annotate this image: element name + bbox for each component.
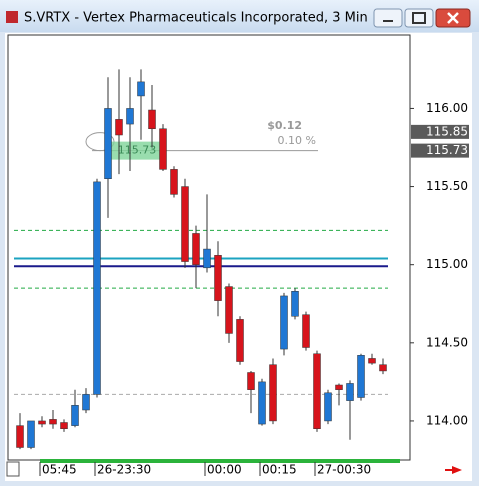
- time-bar: [40, 459, 400, 463]
- price-tag-label: 115.73: [426, 143, 468, 157]
- candle-body: [324, 392, 332, 422]
- x-tick-label: 00:15: [262, 463, 297, 477]
- x-tick-label: 26-23:30: [97, 463, 151, 477]
- candle-body: [104, 108, 112, 179]
- y-tick-label: 115.50: [426, 179, 468, 193]
- price-tag-label: 115.85: [426, 124, 468, 138]
- candle-body: [38, 420, 46, 425]
- candle-body: [82, 394, 90, 411]
- candle-body: [71, 405, 79, 426]
- candle-body: [181, 186, 189, 262]
- candle-body: [313, 353, 321, 429]
- y-tick-label: 114.50: [426, 335, 468, 349]
- candle-body: [27, 420, 35, 448]
- candle-body: [225, 286, 233, 334]
- candle-body: [60, 422, 68, 429]
- cursor-label: 115.73: [118, 144, 157, 157]
- y-tick-label: 116.00: [426, 101, 468, 115]
- candle-body: [137, 81, 145, 97]
- candle-body: [302, 314, 310, 348]
- chart-title: S.VRTX - Vertex Pharmaceuticals Incorpor…: [24, 11, 368, 26]
- scroll-arrow[interactable]: [445, 466, 462, 474]
- close-icon: [447, 12, 459, 24]
- candle-body: [346, 383, 354, 401]
- candle-body: [159, 128, 167, 170]
- x-tick-label: 27-00:30: [317, 463, 371, 477]
- price-tag: [411, 143, 469, 158]
- y-tick-label: 114.00: [426, 413, 468, 427]
- candle-body: [269, 364, 277, 422]
- x-tick-label: 00:00: [207, 463, 242, 477]
- candle-body: [192, 233, 200, 265]
- candle-body: [148, 109, 156, 129]
- annotation: $0.12: [267, 119, 302, 132]
- candle-body: [16, 425, 24, 448]
- corner-box: [6, 461, 20, 477]
- price-tag: [411, 124, 469, 139]
- plot-area: [7, 34, 411, 461]
- maximize-button[interactable]: [404, 8, 434, 28]
- annotation: 0.10 %: [278, 134, 316, 147]
- candle-body: [170, 169, 178, 195]
- candle-body: [368, 358, 376, 364]
- maximize-icon: [412, 12, 426, 24]
- candle-body: [247, 372, 255, 390]
- candle-body: [258, 381, 266, 425]
- app-icon: [6, 11, 18, 23]
- candle-body: [357, 355, 365, 398]
- candle-body: [236, 319, 244, 362]
- candle-body: [126, 108, 134, 125]
- candle-body: [379, 364, 387, 372]
- candle-body: [335, 384, 343, 390]
- candle-body: [93, 181, 101, 395]
- y-tick-label: 115.00: [426, 257, 468, 271]
- candle-body: [203, 248, 211, 269]
- candle-body: [214, 255, 222, 301]
- candle-body: [115, 119, 123, 136]
- minimize-button[interactable]: [373, 8, 403, 28]
- candle-body: [280, 295, 288, 350]
- x-tick-label: 05:45: [42, 463, 77, 477]
- candle-body: [49, 419, 57, 425]
- candle-body: [291, 291, 299, 317]
